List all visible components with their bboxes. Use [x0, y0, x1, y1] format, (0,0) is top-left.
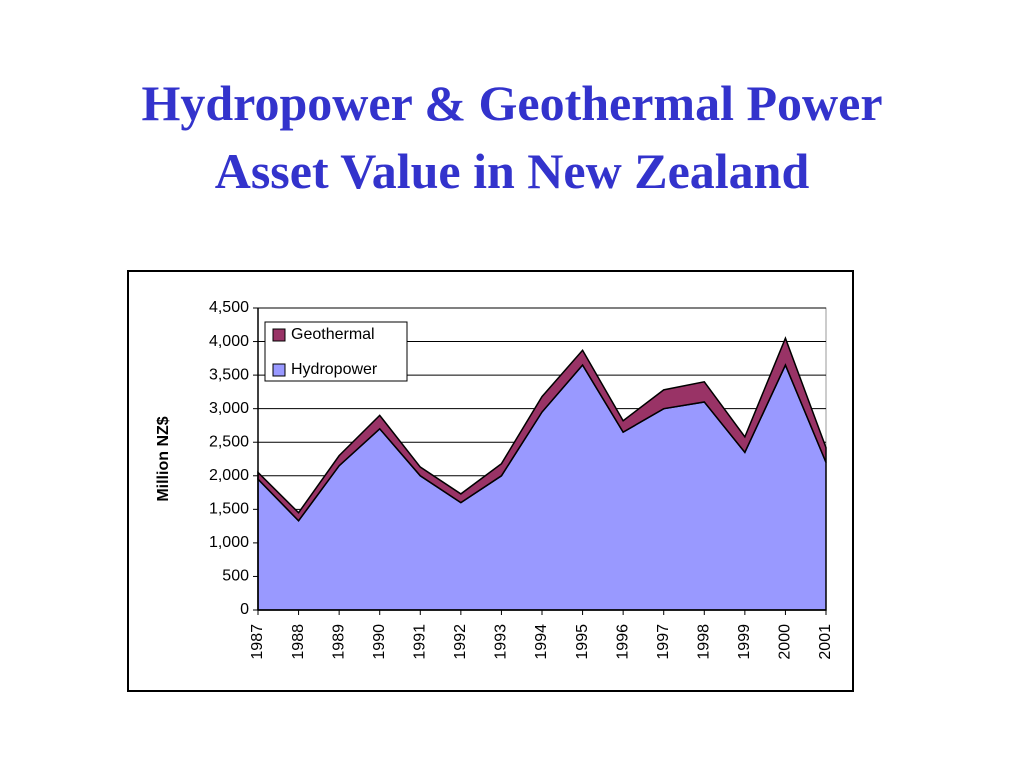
x-tick-label: 2001 — [817, 624, 834, 660]
x-tick-label: 1998 — [696, 624, 713, 660]
legend-swatch — [272, 363, 286, 377]
title-line: Hydropower & Geothermal Power — [141, 75, 882, 131]
x-tick-label: 1996 — [614, 624, 631, 660]
y-tick-label: 0 — [240, 601, 249, 618]
y-tick-label: 2,500 — [209, 433, 249, 450]
y-tick-label: 500 — [222, 568, 249, 585]
legend-label: Geothermal — [291, 326, 375, 343]
legend — [264, 321, 408, 382]
y-tick-label: 3,500 — [209, 366, 249, 383]
x-tick-label: 2000 — [777, 624, 794, 660]
x-tick-label: 1994 — [533, 624, 550, 660]
legend-swatch — [272, 328, 286, 342]
x-tick-label: 1999 — [736, 624, 753, 660]
y-tick-label: 1,000 — [209, 534, 249, 551]
x-tick-label: 1993 — [493, 624, 510, 660]
x-tick-label: 1992 — [452, 624, 469, 660]
x-tick-label: 1989 — [330, 624, 347, 660]
legend-label: Hydropower — [291, 361, 378, 378]
x-tick-label: 1995 — [574, 624, 591, 660]
x-tick-label: 1990 — [371, 624, 388, 660]
title-line: Asset Value in New Zealand — [215, 143, 810, 199]
y-axis-label: Million NZ$ — [155, 416, 172, 501]
y-tick-label: 2,000 — [209, 467, 249, 484]
x-tick-label: 1991 — [412, 624, 429, 660]
y-tick-label: 4,000 — [209, 333, 249, 350]
y-tick-label: 1,500 — [209, 501, 249, 518]
y-tick-label: 4,500 — [209, 299, 249, 316]
y-tick-label: 3,000 — [209, 400, 249, 417]
x-tick-label: 1997 — [655, 624, 672, 660]
x-tick-label: 1988 — [290, 624, 307, 660]
area — [257, 336, 827, 522]
x-tick-label: 1987 — [249, 624, 266, 660]
